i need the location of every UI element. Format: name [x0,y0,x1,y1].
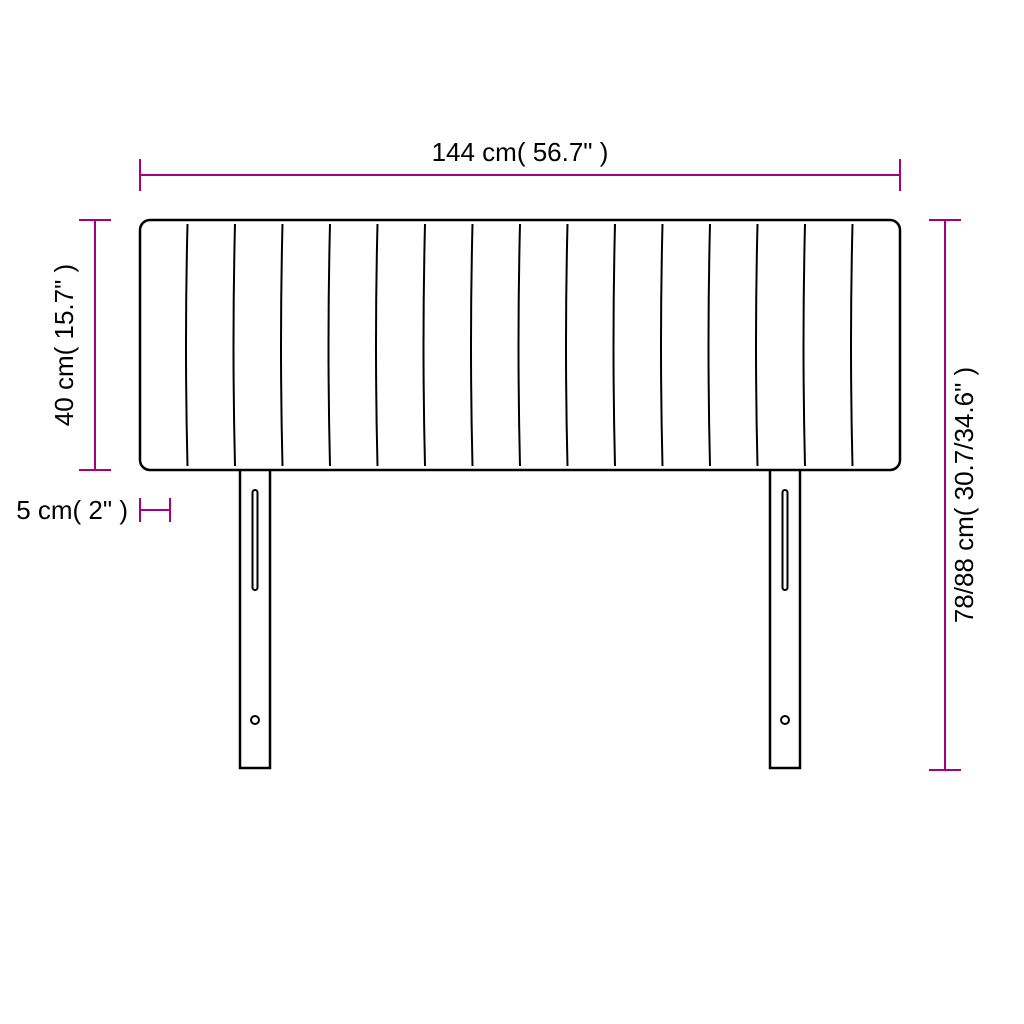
dimension-label: 78/88 cm( 30.7/34.6" ) [949,367,979,623]
dimension-label: 144 cm( 56.7" ) [432,137,609,167]
dimension-label: 40 cm( 15.7" ) [49,264,79,426]
dimension-label: 5 cm( 2" ) [16,495,128,525]
